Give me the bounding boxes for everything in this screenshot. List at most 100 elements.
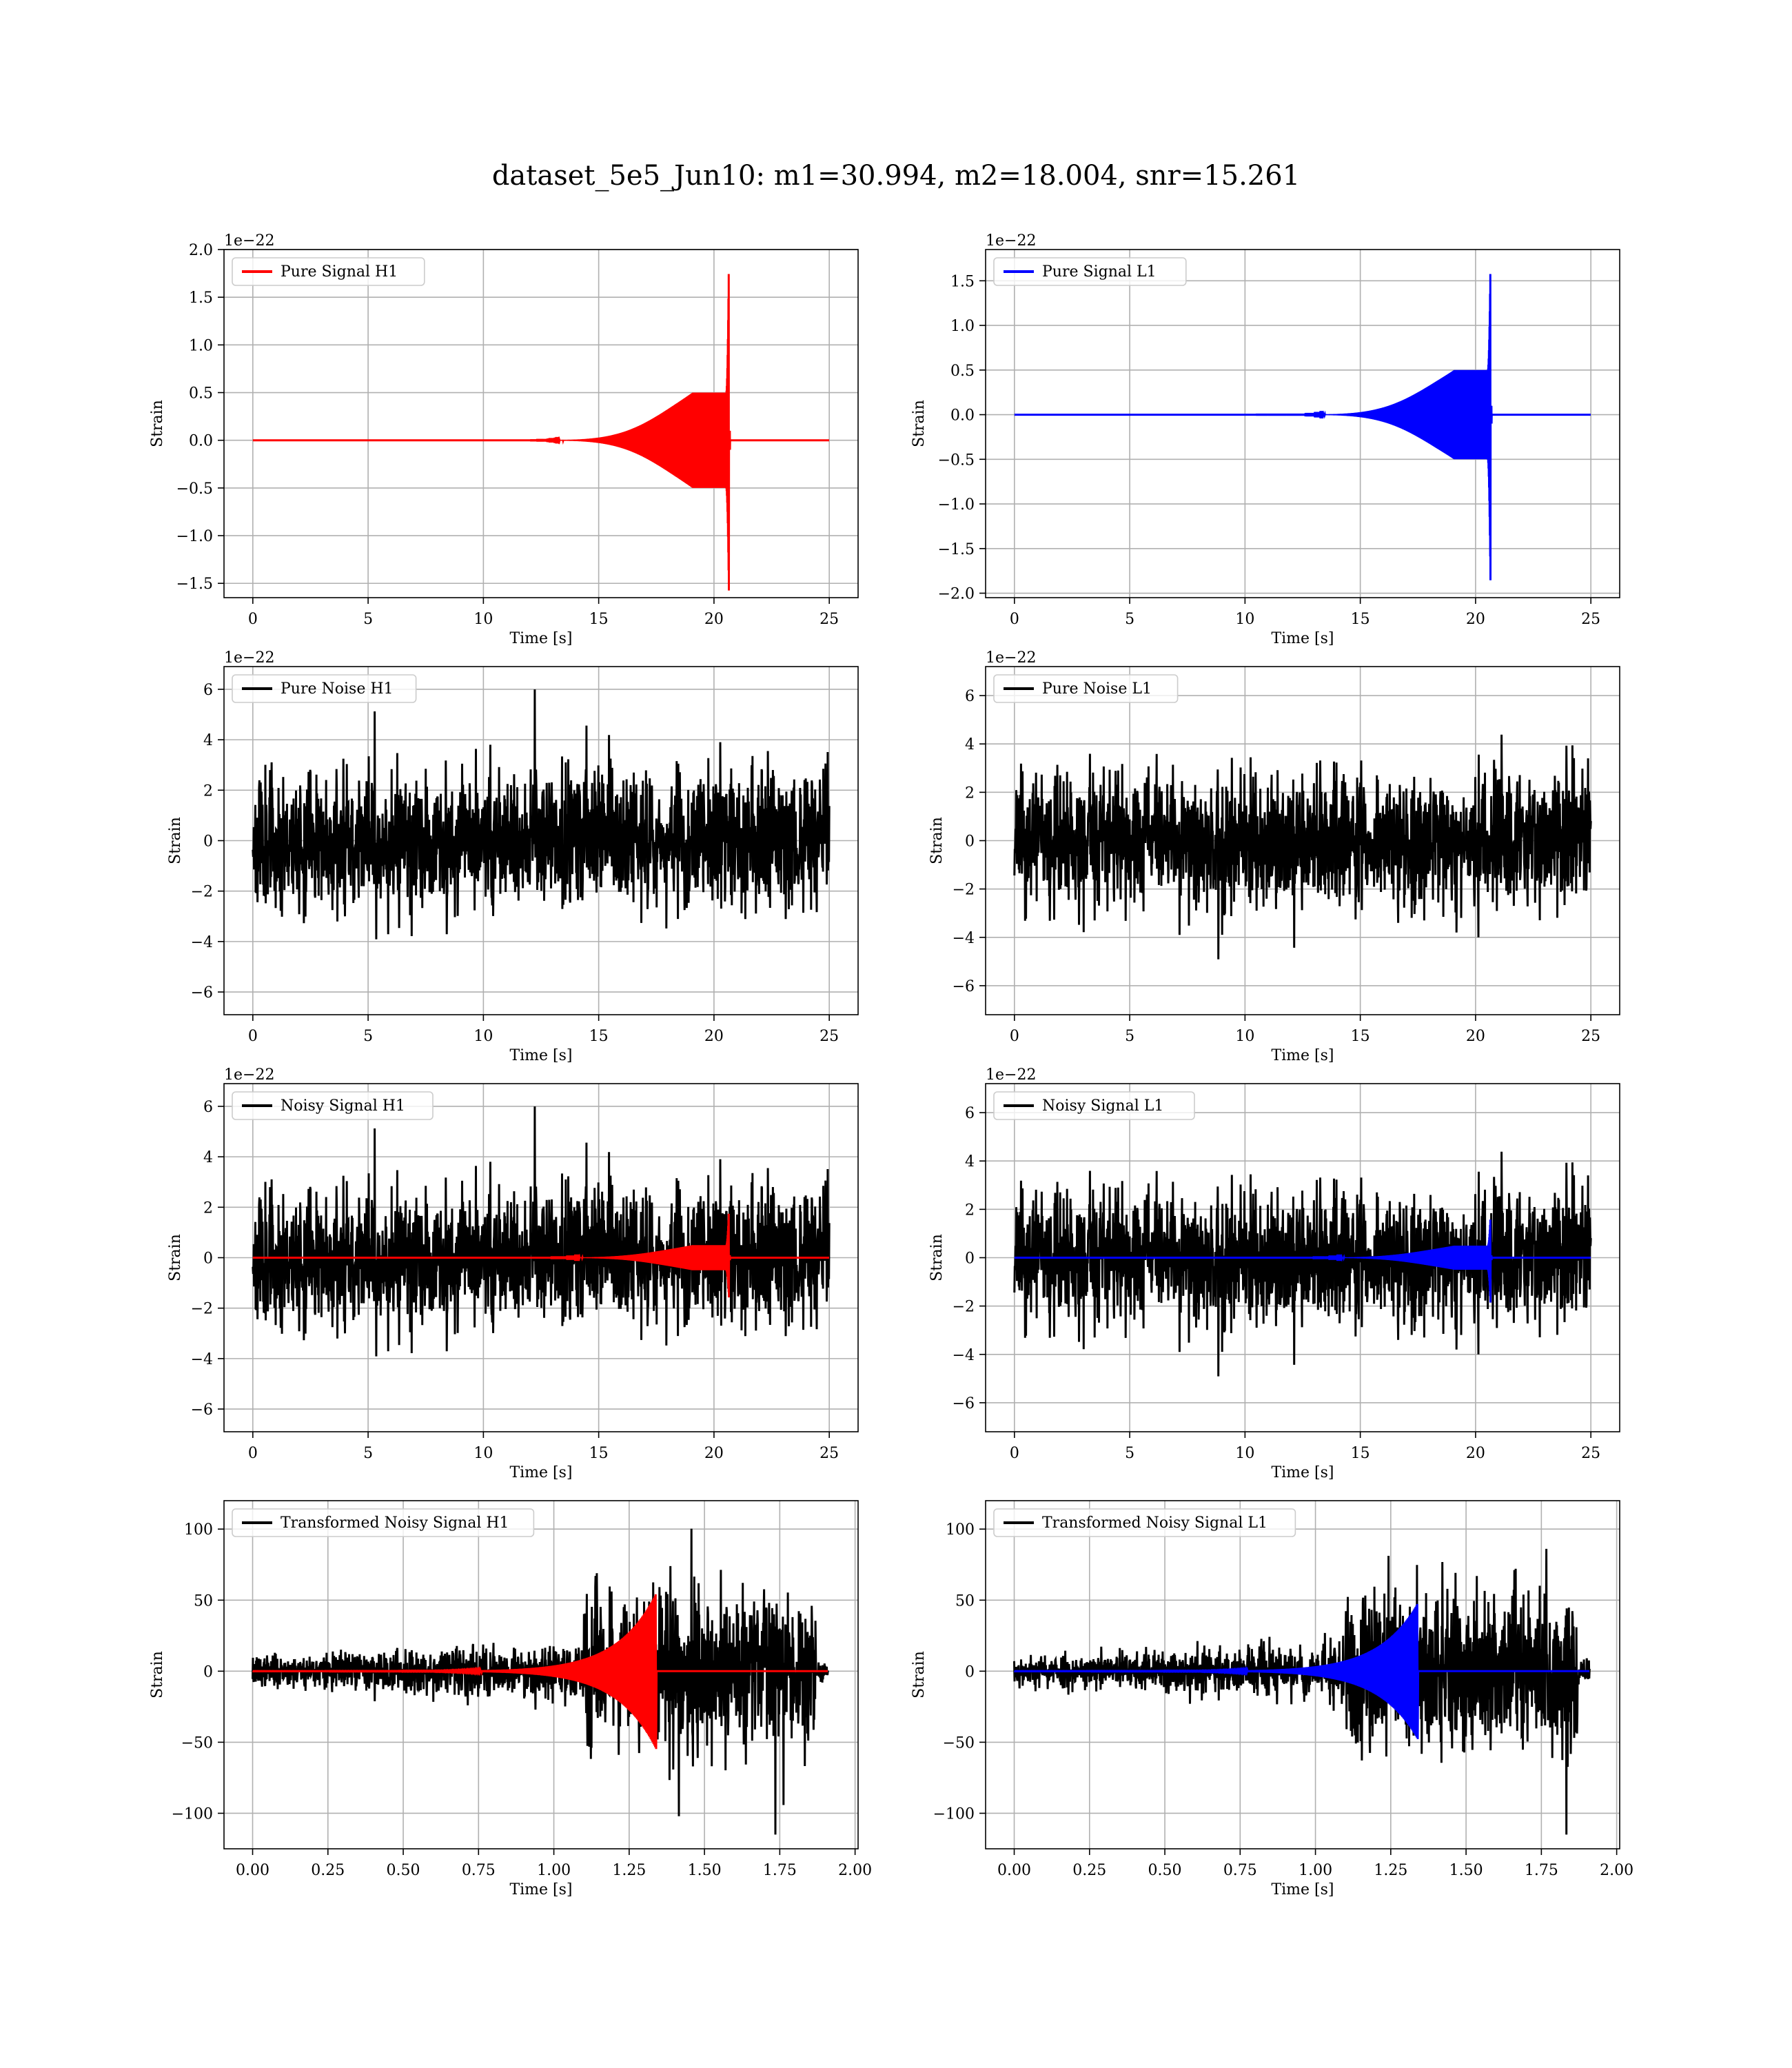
y-tick-label: 1.5 — [950, 273, 975, 290]
x-axis-label: Time [s] — [1271, 1464, 1334, 1481]
y-tick-label: −2 — [191, 1301, 213, 1318]
x-tick-label: 25 — [1581, 1028, 1600, 1045]
legend-box — [232, 257, 425, 286]
x-tick-label: 0.75 — [1223, 1862, 1257, 1879]
x-axis-label: Time [s] — [1271, 1881, 1334, 1898]
legend: Pure Signal L1 — [993, 257, 1187, 286]
y-tick-label: −2 — [953, 1299, 975, 1316]
series-line-chirp — [1014, 1219, 1591, 1303]
y-axis-label: Strain — [910, 400, 928, 447]
x-tick-label: 1.00 — [537, 1862, 571, 1879]
panel-pure-signal-l1: 0 5 10 15 20 25 −2.0 −1.5 −1.0 −0.5 0.0 0.5 1.0 1.5 Ti… — [910, 232, 1620, 647]
x-tick-label: 1.50 — [688, 1862, 722, 1879]
x-tick-label: 2.00 — [1600, 1862, 1633, 1879]
y-tick-label: −4 — [953, 930, 975, 947]
y-tick-label: −2 — [191, 884, 213, 901]
y-tick-label: 1.0 — [950, 318, 975, 335]
x-tick-label: 10 — [474, 1028, 493, 1045]
y-tick-label: 4 — [965, 1153, 975, 1170]
y-tick-label: −6 — [191, 984, 213, 1002]
legend-label: Pure Signal L1 — [1042, 263, 1157, 281]
y-tick-label: 100 — [946, 1521, 975, 1539]
series-line-tnoise — [252, 1528, 829, 1835]
offset-text: 1e−22 — [986, 649, 1036, 667]
series-group — [1013, 1151, 1592, 1377]
offset-text: 1e−22 — [224, 232, 274, 250]
x-tick-label: 0.50 — [1148, 1862, 1182, 1879]
x-tick-label: 25 — [1581, 1445, 1600, 1462]
y-tick-label: 50 — [955, 1592, 975, 1610]
y-tick-label: 0.5 — [189, 385, 213, 403]
x-axis-label: Time [s] — [509, 1464, 572, 1481]
series-group — [1013, 734, 1592, 960]
x-axis-label: Time [s] — [509, 1881, 572, 1898]
y-tick-label: 4 — [203, 1149, 213, 1166]
y-tick-label: −50 — [181, 1734, 213, 1752]
y-axis-label: Strain — [149, 1651, 166, 1699]
series-line-tchirp — [1013, 1603, 1590, 1739]
x-tick-label: 1.75 — [763, 1862, 797, 1879]
y-tick-label: 2 — [203, 1199, 213, 1217]
y-tick-label: 0 — [965, 833, 975, 851]
x-tick-label: 0 — [1010, 1028, 1019, 1045]
y-axis-label: Strain — [928, 1234, 946, 1281]
y-tick-label: 6 — [965, 1105, 975, 1122]
y-tick-label: 1.0 — [189, 337, 213, 354]
legend: Pure Noise H1 — [232, 674, 417, 703]
x-tick-label: 15 — [589, 1028, 609, 1045]
y-tick-label: 0.0 — [950, 407, 975, 425]
legend-box — [993, 257, 1187, 286]
legend-box — [993, 1091, 1195, 1120]
x-tick-label: 15 — [589, 1445, 609, 1462]
axes-frame — [985, 1500, 1620, 1849]
x-tick-label: 5 — [363, 1028, 373, 1045]
x-tick-label: 0 — [1010, 1445, 1019, 1462]
y-tick-label: 1.5 — [189, 290, 213, 307]
panel-transformed-l1: 0.00 0.25 0.50 0.75 1.00 1.25 1.50 1.75 2.00 −100… — [910, 1500, 1633, 1898]
y-tick-label: 50 — [194, 1592, 213, 1610]
x-tick-label: 0 — [248, 1028, 258, 1045]
y-tick-label: −1.0 — [176, 528, 213, 545]
axes-frame — [223, 249, 859, 598]
y-tick-label: −6 — [953, 1395, 975, 1412]
x-tick-label: 0.00 — [997, 1862, 1031, 1879]
y-tick-label: −2.0 — [938, 586, 975, 603]
y-tick-label: −1.5 — [176, 576, 213, 593]
x-tick-label: 10 — [474, 611, 493, 628]
offset-text: 1e−22 — [224, 649, 274, 667]
series-line-noise — [252, 689, 831, 940]
legend: Noisy Signal L1 — [993, 1091, 1195, 1120]
legend-box — [232, 674, 417, 703]
legend: Pure Noise L1 — [993, 674, 1179, 703]
y-tick-label: 0 — [203, 833, 213, 851]
x-tick-label: 5 — [363, 611, 373, 628]
x-tick-label: 25 — [819, 1028, 839, 1045]
series-line-chirp — [1014, 274, 1591, 580]
y-tick-label: −1.5 — [938, 541, 975, 558]
y-tick-label: −100 — [172, 1805, 213, 1823]
y-tick-label: −4 — [191, 1351, 213, 1368]
y-tick-label: −6 — [191, 1401, 213, 1419]
y-tick-label: −4 — [953, 1347, 975, 1364]
y-tick-label: −0.5 — [176, 480, 213, 498]
x-tick-label: 25 — [819, 611, 839, 628]
panel-noisy-signal-l1: 0 5 10 15 20 25 −6 −4 −2 0 2 4 6 Time [s] Strain 1e−22 N… — [928, 1066, 1620, 1481]
y-tick-label: 100 — [184, 1521, 213, 1539]
x-tick-label: 1.00 — [1299, 1862, 1332, 1879]
x-tick-label: 0.75 — [462, 1862, 496, 1879]
series-line-chirp — [252, 274, 829, 591]
x-tick-label: 1.50 — [1449, 1862, 1483, 1879]
y-tick-label: −6 — [953, 978, 975, 995]
x-tick-label: 0.25 — [1072, 1862, 1106, 1879]
legend-label: Noisy Signal H1 — [281, 1097, 405, 1115]
legend: Noisy Signal H1 — [232, 1091, 434, 1120]
y-tick-label: −4 — [191, 934, 213, 951]
x-tick-label: 20 — [704, 611, 724, 628]
x-tick-label: 10 — [474, 1445, 493, 1462]
legend-label: Pure Noise H1 — [281, 680, 394, 698]
series-line-noise — [252, 1106, 831, 1357]
x-tick-label: 5 — [1125, 1445, 1134, 1462]
series-group — [252, 689, 831, 940]
x-tick-label: 20 — [1466, 1445, 1485, 1462]
